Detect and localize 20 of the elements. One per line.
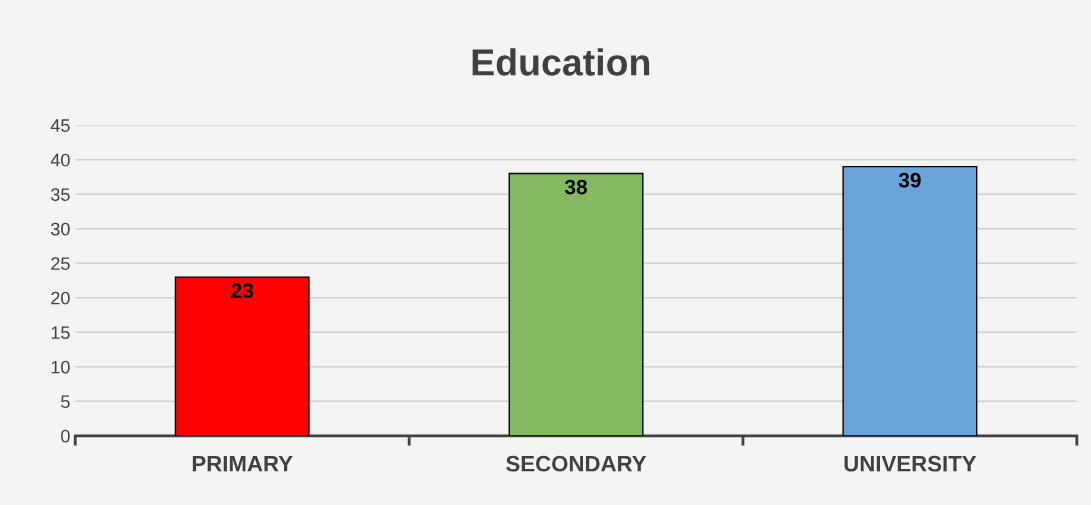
x-tick-label: SECONDARY <box>506 455 647 472</box>
y-tick-label: 40 <box>50 153 70 167</box>
bar <box>508 172 644 436</box>
y-tick-label: 0 <box>61 429 70 443</box>
bar <box>174 276 310 436</box>
x-tick-label: UNIVERSITY <box>844 455 977 472</box>
bar <box>842 165 978 436</box>
data-label: 38 <box>564 179 587 195</box>
y-tick-label: 10 <box>51 360 70 374</box>
data-label: 23 <box>231 283 254 298</box>
y-tick-label: 15 <box>51 326 70 340</box>
y-tick-label: 45 <box>50 119 70 132</box>
y-tick-label: 5 <box>61 395 70 409</box>
chart-title: Education <box>472 48 650 76</box>
y-tick-label: 20 <box>51 291 70 305</box>
x-tick-label: PRIMARY <box>192 456 293 472</box>
y-tick-label: 25 <box>51 257 70 270</box>
data-label: 39 <box>898 172 921 188</box>
y-tick-label: 30 <box>51 222 70 236</box>
y-tick-label: 35 <box>51 188 70 201</box>
